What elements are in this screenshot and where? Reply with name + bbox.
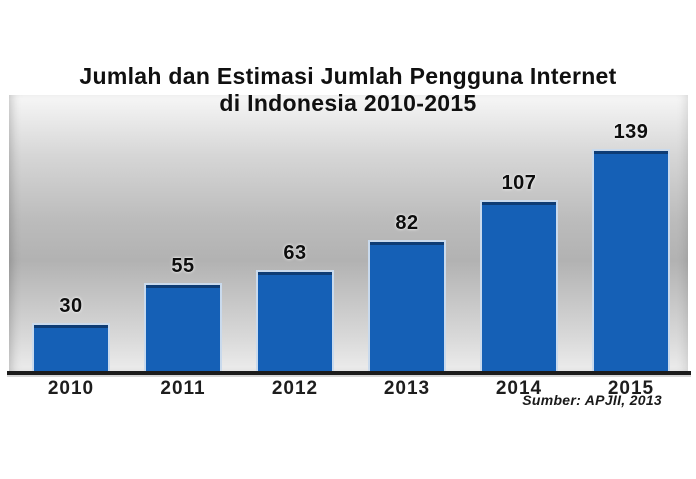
bar-2011 <box>144 283 222 371</box>
bar-value-label: 107 <box>501 172 537 194</box>
plot-area: 30 55 63 82 107 139 <box>9 95 688 371</box>
chart-title-line1: Jumlah dan Estimasi Jumlah Pengguna Inte… <box>79 63 617 89</box>
chart-title-line2: di Indonesia 2010-2015 <box>219 90 477 116</box>
x-tick-label: 2012 <box>271 378 319 399</box>
bar-2015 <box>592 149 670 371</box>
source-note: Sumber: APJII, 2013 <box>522 392 662 408</box>
bar-value-label: 63 <box>283 242 307 264</box>
bar-2014 <box>480 200 558 371</box>
bar-2010 <box>32 323 110 371</box>
x-tick-label: 2013 <box>383 378 431 399</box>
bar-2013 <box>368 240 446 371</box>
bar-value-label: 55 <box>171 255 195 277</box>
x-tick-label: 2011 <box>160 378 206 399</box>
x-axis-line <box>7 371 691 377</box>
bar-value-label: 82 <box>395 212 419 234</box>
chart-title: Jumlah dan Estimasi Jumlah Pengguna Inte… <box>0 63 696 117</box>
bar-2012 <box>256 270 334 371</box>
bar-value-label: 139 <box>613 121 649 143</box>
bar-value-label: 30 <box>59 295 83 317</box>
x-tick-label: 2010 <box>47 378 95 399</box>
